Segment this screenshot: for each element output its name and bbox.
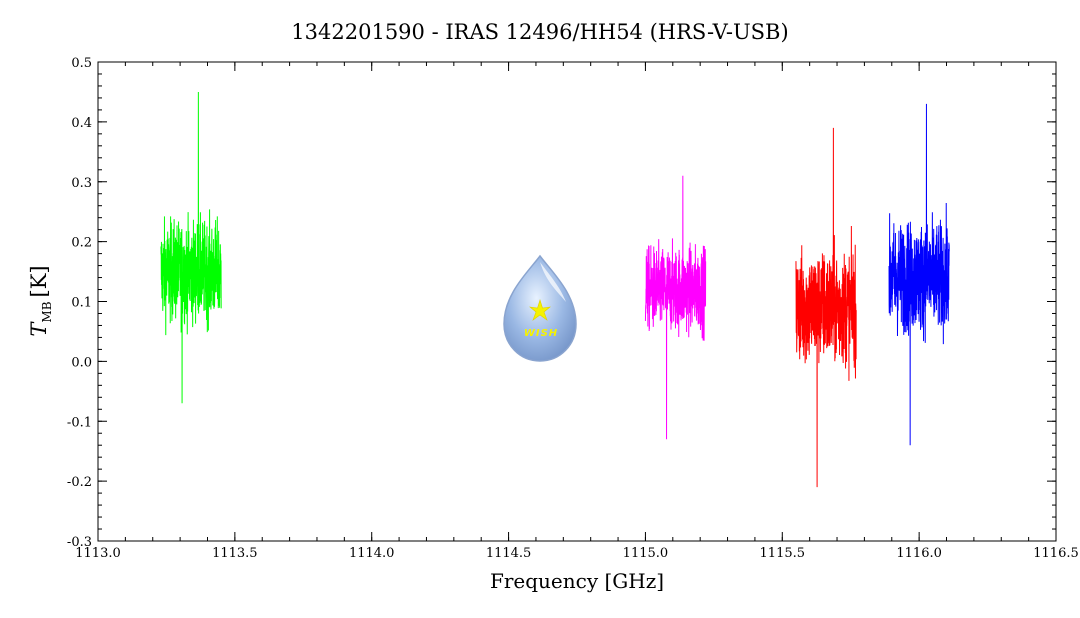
spectrum-series-4 [888, 103, 950, 446]
x-tick-label: 1115.5 [760, 546, 806, 561]
y-axis-subscript: MB [40, 301, 54, 322]
y-tick-label: 0.0 [71, 355, 92, 370]
y-tick-label: 0.4 [71, 116, 92, 131]
y-tick-label: -0.3 [67, 535, 92, 550]
plot-area [160, 91, 950, 488]
y-axis-label: TMB [K] [27, 265, 54, 336]
x-tick-label: 1115.0 [623, 546, 669, 561]
y-tick-label: -0.2 [67, 475, 92, 490]
wish-logo-text: WISH [524, 328, 558, 339]
wish-logo: WISH [503, 254, 577, 362]
x-tick-label: 1116.0 [896, 546, 942, 561]
y-tick-label: 0.3 [71, 176, 92, 191]
spectrum-series-1 [160, 91, 222, 404]
star-icon [529, 298, 551, 321]
x-axis-label: Frequency [GHz] [490, 569, 664, 593]
y-tick-label: -0.1 [67, 415, 92, 430]
wish-drop-highlight [540, 262, 566, 302]
y-axis-symbol: T [27, 321, 51, 337]
x-tick-label: 1114.0 [349, 546, 395, 561]
y-axis: -0.3 -0.2 -0.1 0.0 0.1 0.2 0.3 0.4 0.5 [67, 56, 1056, 550]
y-tick-label: 0.2 [71, 236, 92, 251]
x-tick-label: 1113.5 [212, 546, 258, 561]
x-tick-label: 1116.5 [1033, 546, 1079, 561]
spectrum-series-3 [795, 127, 857, 488]
spectrum-series-2 [644, 175, 707, 440]
x-tick-label: 1114.5 [486, 546, 532, 561]
x-tick-label: 1113.0 [75, 546, 121, 561]
x-axis: 1113.0 1113.5 1114.0 1114.5 1115.0 1115.5 1116… [75, 62, 1079, 561]
y-axis-unit: [K] [27, 265, 51, 297]
y-tick-label: 0.5 [71, 56, 92, 71]
chart-title: 1342201590 - IRAS 12496/HH54 (HRS-V-USB) [291, 20, 788, 44]
y-tick-label: 0.1 [71, 296, 92, 311]
